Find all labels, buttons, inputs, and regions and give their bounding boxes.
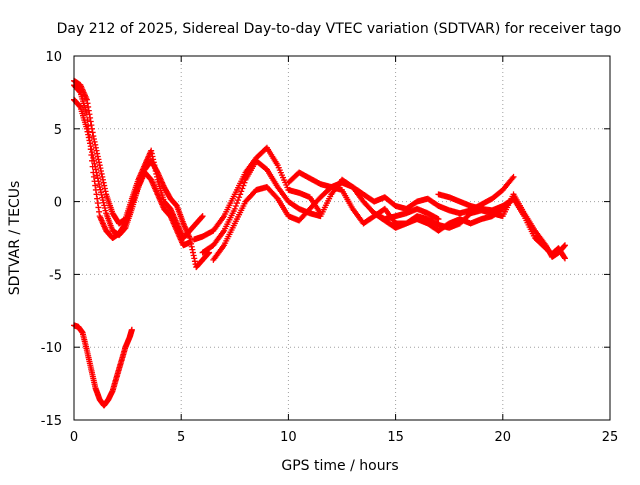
data-point	[84, 117, 91, 124]
data-point	[128, 326, 135, 333]
series-track-j	[71, 322, 135, 409]
x-axis-label: GPS time / hours	[281, 458, 398, 474]
y-tick-label: -15	[41, 414, 62, 429]
series-track-i	[435, 191, 568, 262]
plot-frame	[73, 55, 611, 421]
data-point	[510, 173, 517, 180]
y-tick-label: -5	[49, 268, 62, 283]
data-point	[231, 205, 238, 212]
data-point	[237, 191, 244, 198]
x-tick-label: 5	[177, 430, 185, 445]
data-point	[241, 179, 248, 186]
data-point	[233, 200, 240, 207]
series-track-a	[71, 77, 206, 241]
data-point	[235, 197, 242, 204]
series-track-c	[71, 82, 213, 271]
axis-ticks: 0 5 10 15 20 25 -15 -10 -5 0 5 10	[41, 50, 619, 445]
data-point	[236, 194, 243, 201]
data-point	[561, 255, 568, 262]
y-tick-label: 0	[54, 196, 62, 211]
data-point	[232, 202, 239, 209]
chart-title: Day 212 of 2025, Sidereal Day-to-day VTE…	[57, 21, 622, 37]
data-point	[87, 146, 94, 153]
data-point	[87, 140, 94, 147]
grid	[74, 56, 610, 420]
x-tick-label: 25	[602, 430, 619, 445]
data-point	[240, 182, 247, 189]
x-tick-label: 20	[495, 430, 512, 445]
data-point	[86, 134, 93, 141]
x-tick-label: 0	[70, 430, 78, 445]
series-track-g	[285, 169, 517, 217]
data-point	[88, 152, 95, 159]
series-track-e	[199, 157, 442, 256]
data-point	[561, 242, 568, 249]
data-point	[85, 128, 92, 135]
y-axis-label: SDTVAR / TECUs	[7, 181, 23, 296]
data-series	[71, 77, 568, 409]
data-point	[89, 157, 96, 164]
data-point	[238, 188, 245, 195]
data-point	[509, 175, 516, 182]
x-tick-label: 15	[387, 430, 404, 445]
y-tick-label: 5	[54, 123, 62, 138]
data-point	[435, 216, 442, 223]
data-point	[85, 122, 92, 129]
data-point	[83, 111, 90, 118]
data-point	[199, 213, 206, 220]
data-point	[239, 185, 246, 192]
data-point	[89, 163, 96, 170]
x-tick-label: 10	[280, 430, 297, 445]
y-tick-label: 10	[45, 50, 62, 65]
y-tick-label: -10	[41, 341, 62, 356]
